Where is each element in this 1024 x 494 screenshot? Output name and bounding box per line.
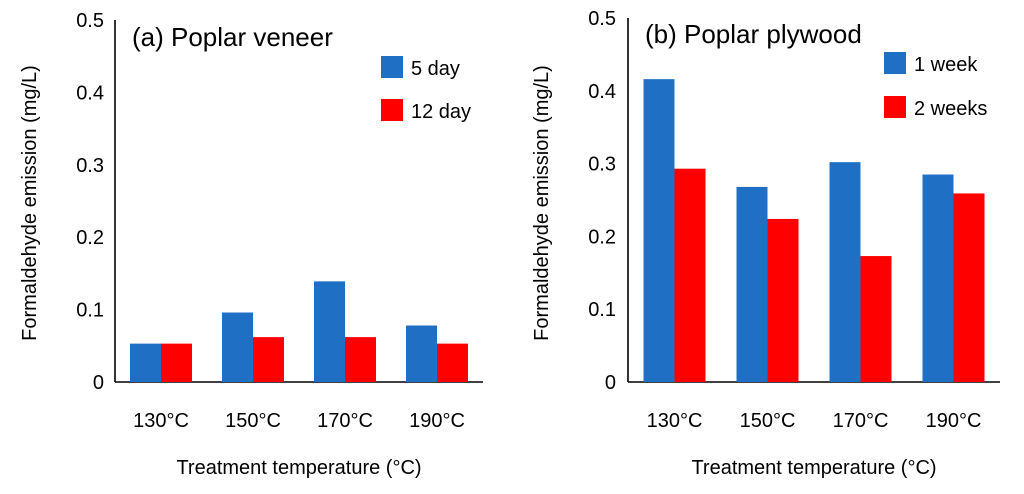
y-axis-title: Formaldehyde emission (mg/L) — [531, 65, 553, 341]
bar-series2 — [161, 343, 192, 382]
x-tick-label: 170°C — [317, 410, 373, 432]
bar-series1 — [736, 186, 768, 382]
bar-series1 — [922, 174, 954, 382]
y-tick-label: 0.4 — [76, 82, 104, 104]
legend-label: 1 week — [914, 54, 978, 76]
panel-a: Formaldehyde emission (mg/L) 00.10.20.30… — [19, 10, 483, 479]
bar-series2 — [860, 256, 892, 382]
bar-series1 — [406, 325, 437, 382]
x-tick-labels: 130°C 150°C 170°C 190°C — [133, 410, 465, 432]
panel-title: (b) Poplar plywood — [645, 19, 862, 49]
y-tick-label: 0.3 — [588, 154, 616, 176]
bar-series1 — [829, 162, 861, 382]
x-axis-title: Treatment temperature (°C) — [691, 457, 936, 479]
x-tick-label: 150°C — [740, 410, 796, 432]
bar-series2 — [345, 337, 376, 382]
panel-title: (a) Poplar veneer — [132, 22, 333, 52]
y-tick-label: 0.5 — [76, 10, 104, 32]
legend-swatch — [884, 96, 906, 118]
x-tick-labels: 130°C 150°C 170°C 190°C — [647, 410, 982, 432]
bar-series2 — [767, 218, 799, 382]
legend: 1 week 2 weeks — [884, 52, 987, 120]
y-tick-labels: 0 0.1 0.2 0.3 0.4 0.5 — [76, 10, 104, 394]
legend-swatch — [884, 52, 906, 74]
y-tick-label: 0 — [93, 372, 104, 394]
y-tick-label: 0.2 — [588, 226, 616, 248]
bars — [130, 281, 468, 382]
legend-swatch — [381, 99, 403, 121]
y-tick-label: 0 — [605, 372, 616, 394]
bar-series1 — [314, 281, 345, 382]
bars — [643, 79, 985, 382]
bar-series2 — [253, 337, 284, 382]
bar-series1 — [643, 79, 675, 382]
legend-label: 12 day — [411, 101, 471, 123]
x-axis-title: Treatment temperature (°C) — [176, 457, 421, 479]
bar-series2 — [674, 168, 706, 382]
legend: 5 day 12 day — [381, 56, 471, 123]
y-tick-label: 0.2 — [76, 227, 104, 249]
y-axis-title: Formaldehyde emission (mg/L) — [19, 65, 41, 341]
bar-series1 — [222, 312, 253, 382]
legend-swatch — [381, 56, 403, 78]
x-tick-label: 130°C — [647, 410, 703, 432]
y-tick-label: 0.4 — [588, 81, 616, 103]
y-tick-label: 0.3 — [76, 155, 104, 177]
x-tick-label: 170°C — [833, 410, 889, 432]
x-tick-label: 150°C — [225, 410, 281, 432]
x-tick-label: 130°C — [133, 410, 189, 432]
y-tick-labels: 0 0.1 0.2 0.3 0.4 0.5 — [588, 8, 616, 394]
legend-label: 2 weeks — [914, 98, 987, 120]
y-tick-label: 0.5 — [588, 8, 616, 30]
y-tick-label: 0.1 — [76, 300, 104, 322]
panel-b: Formaldehyde emission (mg/L) 00.10.20.30… — [531, 8, 1000, 479]
y-tick-label: 0.1 — [588, 299, 616, 321]
x-tick-label: 190°C — [926, 410, 982, 432]
bar-series2 — [437, 343, 468, 382]
x-tick-label: 190°C — [409, 410, 465, 432]
bar-series2 — [953, 193, 985, 382]
legend-label: 5 day — [411, 58, 460, 80]
bar-series1 — [130, 343, 161, 382]
